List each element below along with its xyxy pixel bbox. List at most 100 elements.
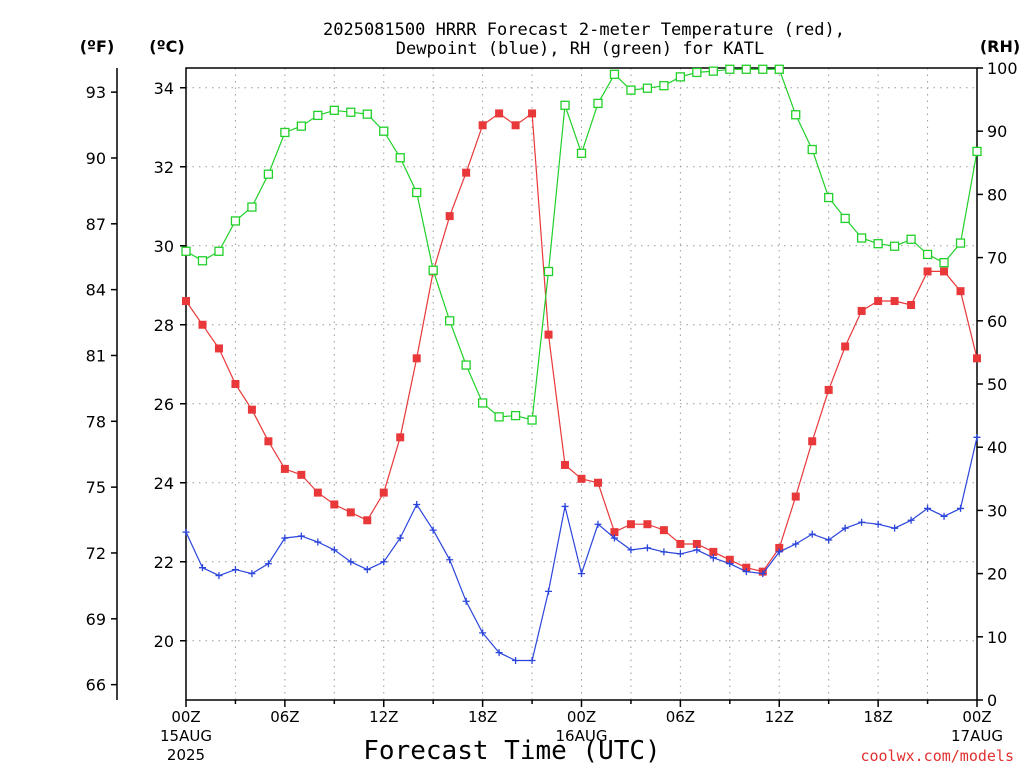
rh-tick-label: 90 (987, 122, 1007, 141)
fahrenheit-unit-label: (ºF) (80, 37, 115, 56)
rh-point (922, 249, 933, 260)
rh-tick-label: 80 (987, 185, 1007, 204)
dewpoint-point (957, 504, 965, 512)
temperature-point (297, 470, 306, 479)
plot-frame (185, 67, 978, 701)
axes (116, 67, 978, 701)
axis-ticks: 66 69 72 75 78 81 84 87 90 93 20 22 24 26 28 30 32 34 0 10 2… (86, 59, 1018, 764)
temperature-point (841, 342, 850, 351)
x-axis-label: Forecast Time (UTC) (363, 736, 660, 766)
rh-series (181, 64, 982, 425)
rh-point (543, 266, 554, 277)
rh-point (247, 202, 257, 212)
dewpoint-point (429, 526, 437, 534)
dewpoint-point (742, 568, 750, 576)
data-series (181, 64, 982, 664)
fahrenheit-tick-label: 72 (86, 544, 106, 563)
temperature-point (561, 460, 570, 469)
rh-point (774, 64, 784, 74)
dewpoint-point (940, 512, 948, 520)
x-tick-label: 18Z (863, 708, 892, 726)
dewpoint-point (215, 572, 223, 580)
x-tick-label: 06Z (270, 708, 299, 726)
temperature-point (247, 405, 256, 414)
rh-point (494, 412, 504, 422)
rh-tick-label: 40 (987, 438, 1007, 457)
dewpoint-point (561, 502, 569, 510)
temperature-point (857, 306, 866, 315)
rh-point (791, 110, 801, 120)
dewpoint-point (676, 550, 684, 558)
temperature-point (940, 267, 949, 276)
dewpoint-point (907, 516, 915, 524)
rh-point (527, 415, 537, 425)
rh-point (560, 100, 570, 110)
rh-point (906, 234, 916, 244)
dewpoint-series (182, 433, 981, 664)
fahrenheit-tick-label: 78 (86, 412, 106, 431)
rh-point (659, 81, 669, 91)
rh-point (461, 360, 471, 370)
rh-point (181, 246, 191, 256)
rh-point (576, 148, 587, 158)
temperature-point (791, 492, 800, 501)
rh-tick-label: 0 (987, 691, 997, 710)
dewpoint-point (973, 433, 981, 441)
celsius-tick-label: 32 (154, 158, 174, 177)
temperature-point (528, 109, 537, 118)
fahrenheit-tick-label: 84 (86, 281, 106, 300)
rh-point (692, 67, 702, 78)
dewpoint-point (792, 540, 800, 548)
rh-tick-label: 30 (987, 501, 1007, 520)
dewpoint-point (709, 554, 717, 562)
rh-point (313, 110, 323, 121)
rh-point (708, 66, 718, 76)
temperature-point (824, 385, 833, 394)
dewpoint-point (198, 564, 206, 572)
rh-tick-label: 100 (987, 59, 1018, 78)
dewpoint-point (726, 560, 734, 568)
dewpoint-point (264, 560, 272, 568)
fahrenheit-tick-label: 90 (86, 149, 106, 168)
rh-point (510, 410, 521, 421)
temperature-point (544, 330, 553, 339)
dewpoint-point (182, 528, 190, 536)
dewpoint-point (462, 597, 470, 605)
x-tick-label: 18Z (468, 708, 497, 726)
dewpoint-point (858, 518, 866, 526)
rh-point (346, 107, 356, 117)
temperature-point (808, 437, 817, 446)
dewpoint-point (775, 548, 783, 556)
dewpoint-point (627, 546, 635, 554)
temperature-point (709, 547, 718, 556)
rh-point (955, 238, 966, 248)
rh-point (329, 105, 339, 115)
temperature-point (495, 109, 504, 118)
x-tick-label: 06Z (666, 708, 695, 726)
temperature-point (676, 539, 685, 548)
celsius-tick-label: 20 (154, 632, 174, 651)
rh-tick-label: 50 (987, 375, 1007, 394)
temperature-point (280, 464, 289, 473)
temperature-point (363, 516, 372, 525)
dewpoint-point (347, 558, 355, 566)
temperature-point (626, 520, 635, 529)
rh-point (395, 153, 405, 163)
x-tick-label: 12Z (369, 708, 398, 726)
dewpoint-point (248, 570, 256, 578)
rh-point (889, 241, 900, 251)
rh-point (807, 144, 817, 155)
temperature-point (775, 543, 784, 552)
temperature-point (577, 474, 586, 483)
dewpoint-point (297, 532, 305, 540)
rh-point (362, 109, 372, 119)
x-tick-label: 00Z 16AUG (556, 708, 608, 745)
x-tick-label: 12Z (765, 708, 794, 726)
temperature-point (346, 508, 355, 517)
temperature-point (907, 301, 916, 309)
celsius-tick-label: 22 (154, 553, 174, 572)
rh-point (477, 398, 488, 408)
dewpoint-point (330, 546, 338, 554)
rh-point (609, 69, 620, 79)
temperature-point (692, 539, 701, 548)
